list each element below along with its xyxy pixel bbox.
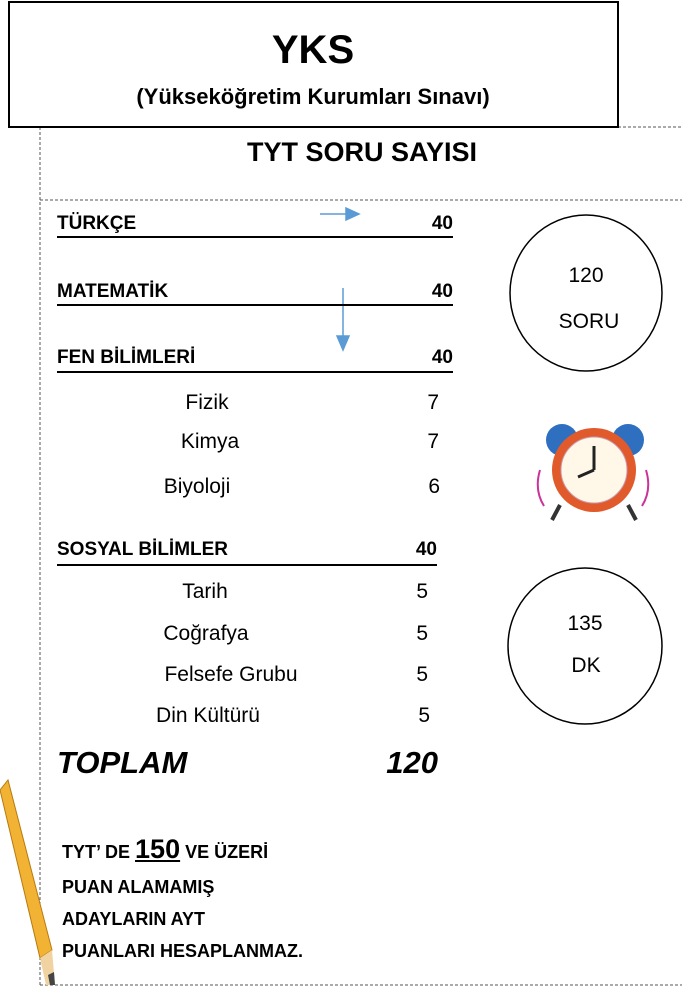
item-name: Tarih xyxy=(182,581,228,602)
item-name: Felsefe Grubu xyxy=(164,664,297,685)
rule xyxy=(57,564,437,566)
rule xyxy=(57,371,453,373)
note-text: VE ÜZERİ xyxy=(185,842,268,862)
item-count: 6 xyxy=(428,476,440,497)
page: {"header": {"title": "YKS", "subtitle": … xyxy=(0,0,682,987)
subject-name: MATEMATİK xyxy=(57,282,168,301)
note-line: PUANLARI HESAPLANMAZ. xyxy=(62,942,303,960)
subject-count: 40 xyxy=(432,348,453,367)
rule xyxy=(57,236,453,238)
item-count: 5 xyxy=(418,705,430,726)
badge-unit: DK xyxy=(571,655,600,676)
item-name: Biyoloji xyxy=(164,476,231,497)
total-value: 120 xyxy=(386,747,438,778)
total-label: TOPLAM xyxy=(57,747,187,778)
note-number: 150 xyxy=(135,834,180,864)
note-text: TYT’ DE xyxy=(62,842,130,862)
item-count: 5 xyxy=(416,581,428,602)
item-name: Fizik xyxy=(185,392,228,413)
item-name: Din Kültürü xyxy=(156,705,260,726)
title: YKS xyxy=(272,30,354,70)
badge-value: 135 xyxy=(567,613,602,634)
section-title: TYT SORU SAYISI xyxy=(247,139,477,166)
note-line: ADAYLARIN AYT xyxy=(62,910,205,928)
pencil xyxy=(0,780,55,985)
item-count: 5 xyxy=(416,623,428,644)
badge-value: 120 xyxy=(568,265,603,286)
subtitle: (Yükseköğretim Kurumları Sınavı) xyxy=(136,86,489,108)
item-count: 5 xyxy=(416,664,428,685)
alarm-clock xyxy=(538,424,649,520)
badge-unit: SORU xyxy=(559,311,620,332)
item-count: 7 xyxy=(427,431,439,452)
subject-count: 40 xyxy=(432,214,453,233)
subject-name: TÜRKÇE xyxy=(57,214,136,233)
rule xyxy=(57,304,453,306)
item-name: Coğrafya xyxy=(163,623,248,644)
note-line: PUAN ALAMAMIŞ xyxy=(62,878,214,896)
subject-name: FEN BİLİMLERİ xyxy=(57,348,195,367)
subject-name: SOSYAL BİLİMLER xyxy=(57,540,228,559)
subject-count: 40 xyxy=(416,540,437,559)
item-name: Kimya xyxy=(181,431,239,452)
subject-count: 40 xyxy=(432,282,453,301)
item-count: 7 xyxy=(427,392,439,413)
note-line: TYT’ DE 150 VE ÜZERİ xyxy=(62,836,268,865)
